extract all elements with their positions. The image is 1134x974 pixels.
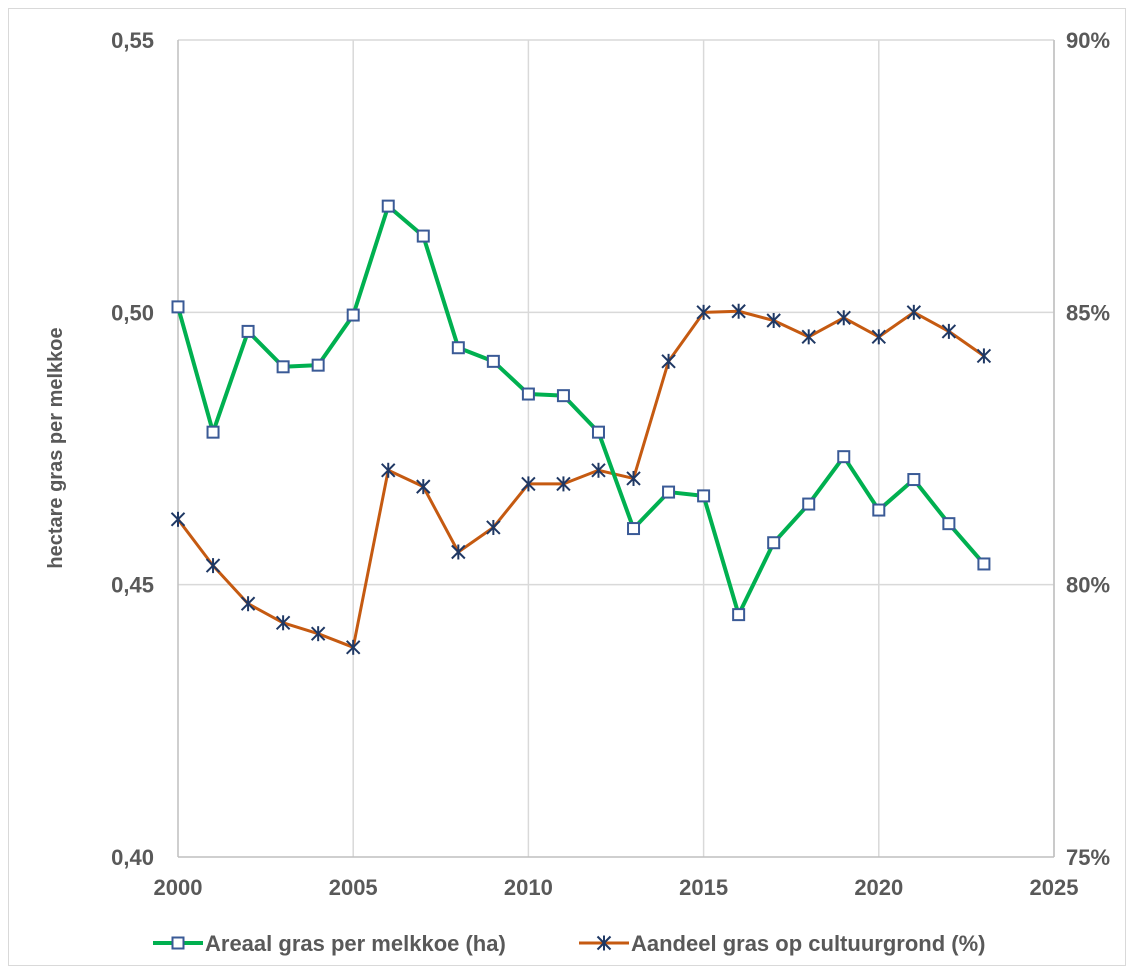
data-point-marker xyxy=(872,503,886,517)
data-point-marker xyxy=(241,324,255,338)
series-line xyxy=(176,309,985,649)
data-point-marker xyxy=(170,511,186,527)
data-point-marker xyxy=(276,360,290,374)
data-point-marker xyxy=(696,304,711,320)
data-point-marker xyxy=(731,303,746,319)
y2-tick-label: 90% xyxy=(1066,28,1110,53)
x-tick-label: 2010 xyxy=(504,875,553,900)
data-point-marker xyxy=(381,462,396,478)
data-point-marker xyxy=(310,626,326,642)
legend-marker xyxy=(596,935,612,951)
data-point-marker xyxy=(801,329,816,345)
y-tick-label: 0,55 xyxy=(111,28,154,53)
series-layer xyxy=(170,199,992,655)
x-tick-label: 2000 xyxy=(154,875,203,900)
axes xyxy=(177,40,1055,858)
data-point-marker xyxy=(837,450,851,464)
legend-label: Areaal gras per melkkoe (ha) xyxy=(205,931,506,956)
data-point-marker xyxy=(275,615,291,631)
data-point-marker xyxy=(732,608,746,622)
data-point-marker xyxy=(521,476,536,492)
data-point-marker xyxy=(941,323,957,339)
y2-axis-ticks: 75% 80% 85% 90% xyxy=(1066,28,1110,870)
x-tick-label: 2005 xyxy=(329,875,378,900)
data-point-marker xyxy=(591,462,606,478)
data-point-marker xyxy=(311,358,325,372)
y-tick-label: 0,50 xyxy=(111,300,154,325)
data-point-marker xyxy=(697,489,711,503)
series-aandeel-gras xyxy=(170,303,992,655)
x-tick-label: 2025 xyxy=(1030,875,1079,900)
gridlines xyxy=(178,39,1055,857)
series-line xyxy=(176,204,986,617)
data-point-marker xyxy=(451,341,465,355)
data-point-marker xyxy=(416,229,430,243)
data-point-marker xyxy=(240,596,256,612)
data-point-marker xyxy=(486,354,500,368)
data-point-marker xyxy=(416,479,431,495)
x-tick-label: 2020 xyxy=(854,875,903,900)
data-point-marker xyxy=(346,308,360,322)
data-point-marker xyxy=(171,300,185,314)
data-point-marker xyxy=(906,304,922,320)
y-tick-label: 0,45 xyxy=(111,573,154,598)
y-axis-title: hectare gras per melkkoe xyxy=(45,327,67,568)
data-point-marker xyxy=(871,329,887,345)
series-areaal-gras xyxy=(171,199,991,622)
legend-label: Aandeel gras op cultuurgrond (%) xyxy=(631,931,985,956)
data-point-marker xyxy=(976,348,992,364)
legend: Areaal gras per melkkoe (ha) Aandeel gras… xyxy=(153,931,985,956)
x-tick-label: 2015 xyxy=(679,875,728,900)
data-point-marker xyxy=(661,353,676,369)
data-point-marker xyxy=(977,557,991,571)
data-point-marker xyxy=(486,519,501,535)
data-point-marker xyxy=(345,639,361,655)
data-point-marker xyxy=(907,473,921,487)
data-point-marker xyxy=(766,313,781,329)
data-point-marker xyxy=(627,522,641,536)
legend-item: Areaal gras per melkkoe (ha) xyxy=(153,931,506,956)
data-point-marker xyxy=(942,517,956,531)
y2-tick-label: 75% xyxy=(1066,845,1110,870)
data-point-marker xyxy=(521,387,535,401)
data-point-marker xyxy=(626,470,641,486)
y-axis-ticks: 0,40 0,45 0,50 0,55 xyxy=(111,28,154,870)
y2-tick-label: 85% xyxy=(1066,300,1110,325)
legend-marker xyxy=(171,936,185,950)
data-point-marker xyxy=(205,558,221,574)
data-point-marker xyxy=(451,544,466,560)
data-point-marker xyxy=(591,425,605,439)
data-point-marker xyxy=(836,310,851,326)
y-tick-label: 0,40 xyxy=(111,845,154,870)
data-point-marker xyxy=(206,425,220,439)
data-point-marker xyxy=(802,497,816,511)
data-point-marker xyxy=(767,536,781,550)
data-point-marker xyxy=(556,389,570,403)
data-point-marker xyxy=(556,476,571,492)
y2-tick-label: 80% xyxy=(1066,573,1110,598)
legend-item: Aandeel gras op cultuurgrond (%) xyxy=(579,931,985,956)
x-axis-ticks: 2000 2005 2010 2015 2020 2025 xyxy=(154,875,1079,900)
data-point-marker xyxy=(662,485,676,499)
data-point-marker xyxy=(381,199,395,213)
